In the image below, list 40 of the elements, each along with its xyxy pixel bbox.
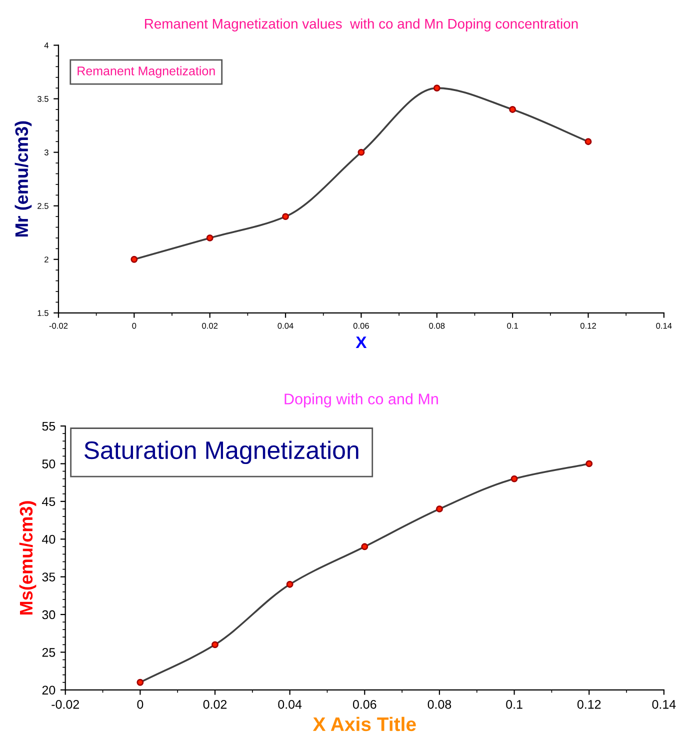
x-tick-label: 0.08: [428, 700, 452, 709]
y-tick-label: 2: [44, 256, 48, 262]
x-tick-label: 0.02: [203, 700, 227, 709]
x-tick-label: 0.1: [507, 322, 518, 329]
x-tick-label: 0.14: [652, 700, 676, 709]
y-tick-label: 40: [42, 534, 56, 544]
x-tick-label: 0.04: [278, 322, 294, 329]
x-axis-title: X: [356, 336, 367, 348]
x-tick-label: 0.1: [506, 700, 522, 709]
y-axis-title: Mr (emu/cm3): [14, 121, 32, 237]
x-tick-label: 0.04: [278, 700, 302, 709]
y-tick-label: 20: [42, 686, 56, 695]
y-tick-label: 30: [42, 610, 56, 620]
y-tick-label: 3: [44, 150, 48, 156]
x-tick-label: 0: [137, 700, 144, 709]
annotation: Saturation Magnetization: [84, 440, 358, 464]
y-tick-label: 4: [44, 42, 49, 48]
y-tick-label: 55: [42, 422, 56, 431]
x-tick-label: 0.06: [352, 700, 376, 709]
y-tick-label: 3.5: [37, 96, 48, 102]
y-tick-label: 50: [42, 460, 56, 468]
y-tick-label: 45: [42, 497, 56, 506]
text: Doping with co and Mn: [284, 393, 438, 408]
y-tick-label: 2.5: [38, 203, 48, 209]
x-tick-label: 0: [132, 322, 136, 329]
chart-title: Remanent Magnetization values with co and Mn Doping concentration: [145, 18, 578, 32]
x-tick-label: 0.02: [202, 322, 218, 329]
y-axis-title: Ms(emu/cm3): [19, 501, 36, 614]
y-tick-label: 35: [42, 572, 56, 582]
x-tick-label: 0.08: [429, 322, 445, 329]
x-tick-label: -0.02: [49, 322, 68, 329]
x-tick-label: 0.06: [353, 322, 369, 329]
x-tick-label: 0.12: [577, 700, 601, 709]
x-tick-label: -0.02: [52, 700, 79, 709]
x-axis-title: X Axis Title: [312, 716, 416, 732]
y-tick-label: 25: [42, 648, 56, 657]
x-tick-label: 0.14: [656, 322, 672, 329]
x-tick-label: 0.12: [580, 322, 596, 329]
annotation: Remanent Magnetization: [78, 66, 215, 78]
y-tick-label: 1.5: [38, 310, 48, 316]
